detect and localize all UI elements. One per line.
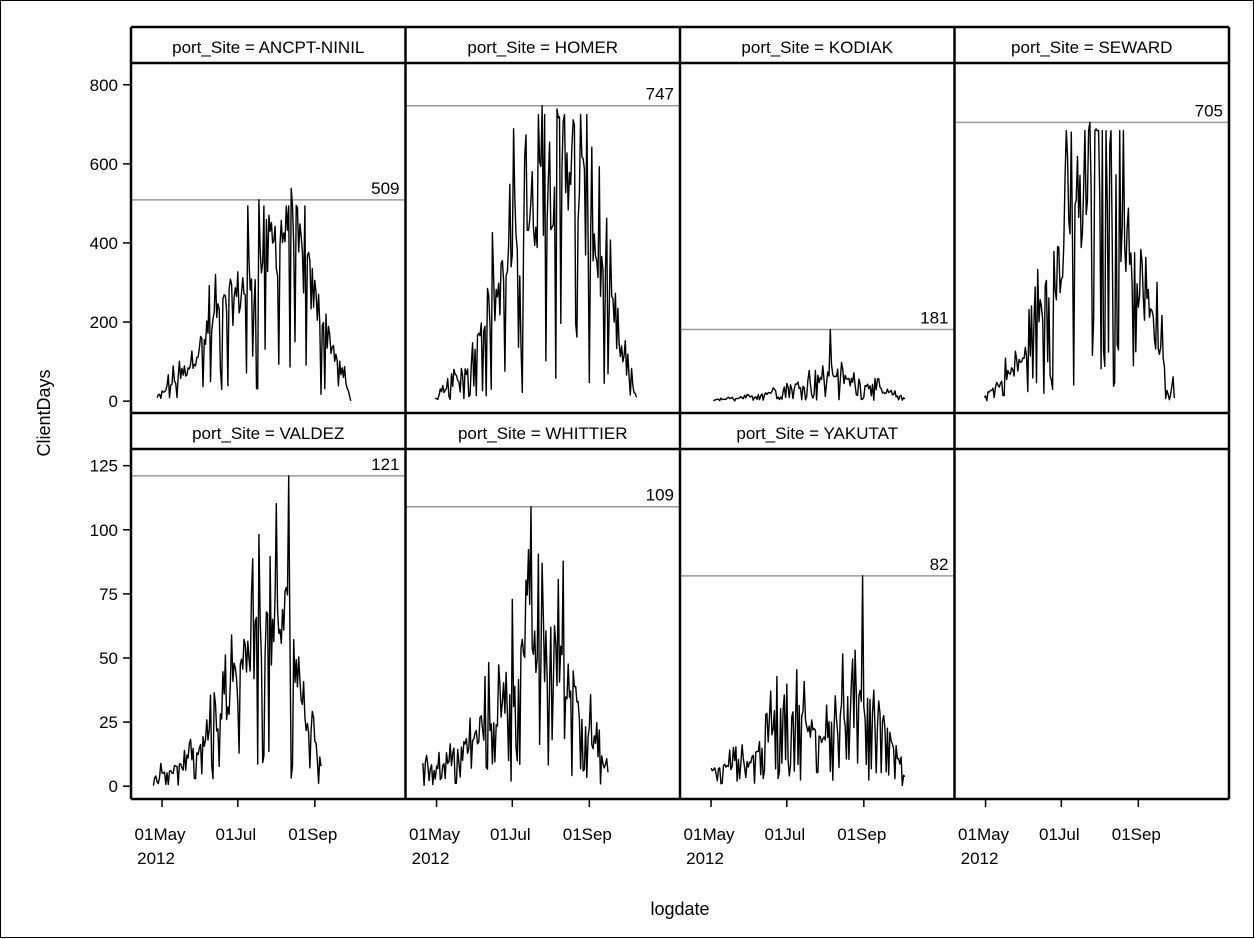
max-label: 181 bbox=[920, 309, 948, 328]
x-tick-label: 01Jul bbox=[215, 825, 256, 844]
series-line bbox=[710, 575, 906, 787]
max-label: 82 bbox=[930, 555, 949, 574]
y-tick-label: 600 bbox=[90, 155, 118, 174]
y-tick-label: 0 bbox=[109, 777, 118, 796]
panel-title: port_Site = SEWARD bbox=[1011, 38, 1172, 57]
x-tick-label: 01May bbox=[684, 825, 736, 844]
panel-title: port_Site = KODIAK bbox=[741, 38, 893, 57]
series-line bbox=[152, 475, 322, 786]
panel-seward: port_Site = SEWARD 705 bbox=[954, 27, 1229, 402]
y-tick-label: 75 bbox=[99, 585, 118, 604]
panel-header bbox=[131, 27, 406, 63]
x-tick-label: 01Sep bbox=[1112, 825, 1161, 844]
y-tick-label: 100 bbox=[90, 521, 118, 540]
panel-title: port_Site = ANCPT-NINIL bbox=[172, 38, 364, 57]
panel-header bbox=[954, 413, 1229, 449]
y-tick-label: 400 bbox=[90, 234, 118, 253]
x-tick-label-year: 2012 bbox=[686, 849, 724, 868]
panel-header bbox=[680, 413, 955, 449]
panel-frames bbox=[129, 25, 1231, 801]
x-tick-label-year: 2012 bbox=[412, 849, 450, 868]
y-tick-label: 200 bbox=[90, 313, 118, 332]
x-tick-label: 01Sep bbox=[837, 825, 886, 844]
panel-whittier: port_Site = WHITTIER 109 bbox=[405, 413, 680, 787]
y-tick-label: 125 bbox=[90, 457, 118, 476]
panel-valdez: port_Site = VALDEZ 121 bbox=[131, 413, 406, 786]
series-line bbox=[156, 187, 352, 402]
x-tick-label: 01Sep bbox=[288, 825, 337, 844]
series-line bbox=[713, 328, 906, 402]
max-label: 705 bbox=[1195, 101, 1223, 120]
series-line bbox=[983, 121, 1175, 402]
x-tick-label-year: 2012 bbox=[961, 849, 999, 868]
panels: port_Site = ANCPT-NINIL 509 port_Site = HO… bbox=[129, 25, 1231, 801]
panel-title: port_Site = WHITTIER bbox=[458, 424, 628, 443]
y-tick-label: 50 bbox=[99, 649, 118, 668]
panel-header bbox=[954, 27, 1229, 63]
series-line bbox=[434, 104, 638, 401]
panel-header bbox=[405, 27, 680, 63]
panel-title: port_Site = HOMER bbox=[467, 38, 618, 57]
panel-empty bbox=[954, 413, 1229, 449]
panel-homer: port_Site = HOMER 747 bbox=[405, 27, 680, 401]
y-axis-label: ClientDays bbox=[34, 369, 54, 456]
x-tick-label: 01May bbox=[409, 825, 461, 844]
max-label: 109 bbox=[646, 486, 674, 505]
series-line bbox=[422, 506, 609, 787]
x-tick-label: 01May bbox=[958, 825, 1010, 844]
max-label: 747 bbox=[646, 85, 674, 104]
max-label: 121 bbox=[371, 455, 399, 474]
panel-kodiak: port_Site = KODIAK 181 bbox=[680, 27, 955, 402]
panel-header bbox=[680, 27, 955, 63]
panel-yakutat: port_Site = YAKUTAT 82 bbox=[680, 413, 955, 787]
panel-title: port_Site = YAKUTAT bbox=[736, 424, 898, 443]
x-tick-label: 01Jul bbox=[764, 825, 805, 844]
x-axis-label: logdate bbox=[650, 899, 709, 919]
x-tick-label: 01Sep bbox=[563, 825, 612, 844]
x-axes: 01May 2012 01Jul 01Sep 01May 2012 01Jul 01Sep 01… bbox=[135, 799, 1161, 868]
y-tick-label: 0 bbox=[109, 392, 118, 411]
y-axes: 0 200 400 600 800 0 25 50 75 100 125 bbox=[90, 76, 131, 796]
x-tick-label: 01Jul bbox=[1039, 825, 1080, 844]
panel-ancpt-ninil: port_Site = ANCPT-NINIL 509 bbox=[131, 27, 406, 402]
panel-title: port_Site = VALDEZ bbox=[192, 424, 344, 443]
x-tick-label: 01May bbox=[135, 825, 187, 844]
x-tick-label: 01Jul bbox=[490, 825, 531, 844]
x-tick-label-year: 2012 bbox=[137, 849, 175, 868]
panel-header bbox=[131, 413, 406, 449]
max-label: 509 bbox=[371, 179, 399, 198]
y-tick-label: 800 bbox=[90, 76, 118, 95]
y-tick-label: 25 bbox=[99, 713, 118, 732]
panel-header bbox=[405, 413, 680, 449]
